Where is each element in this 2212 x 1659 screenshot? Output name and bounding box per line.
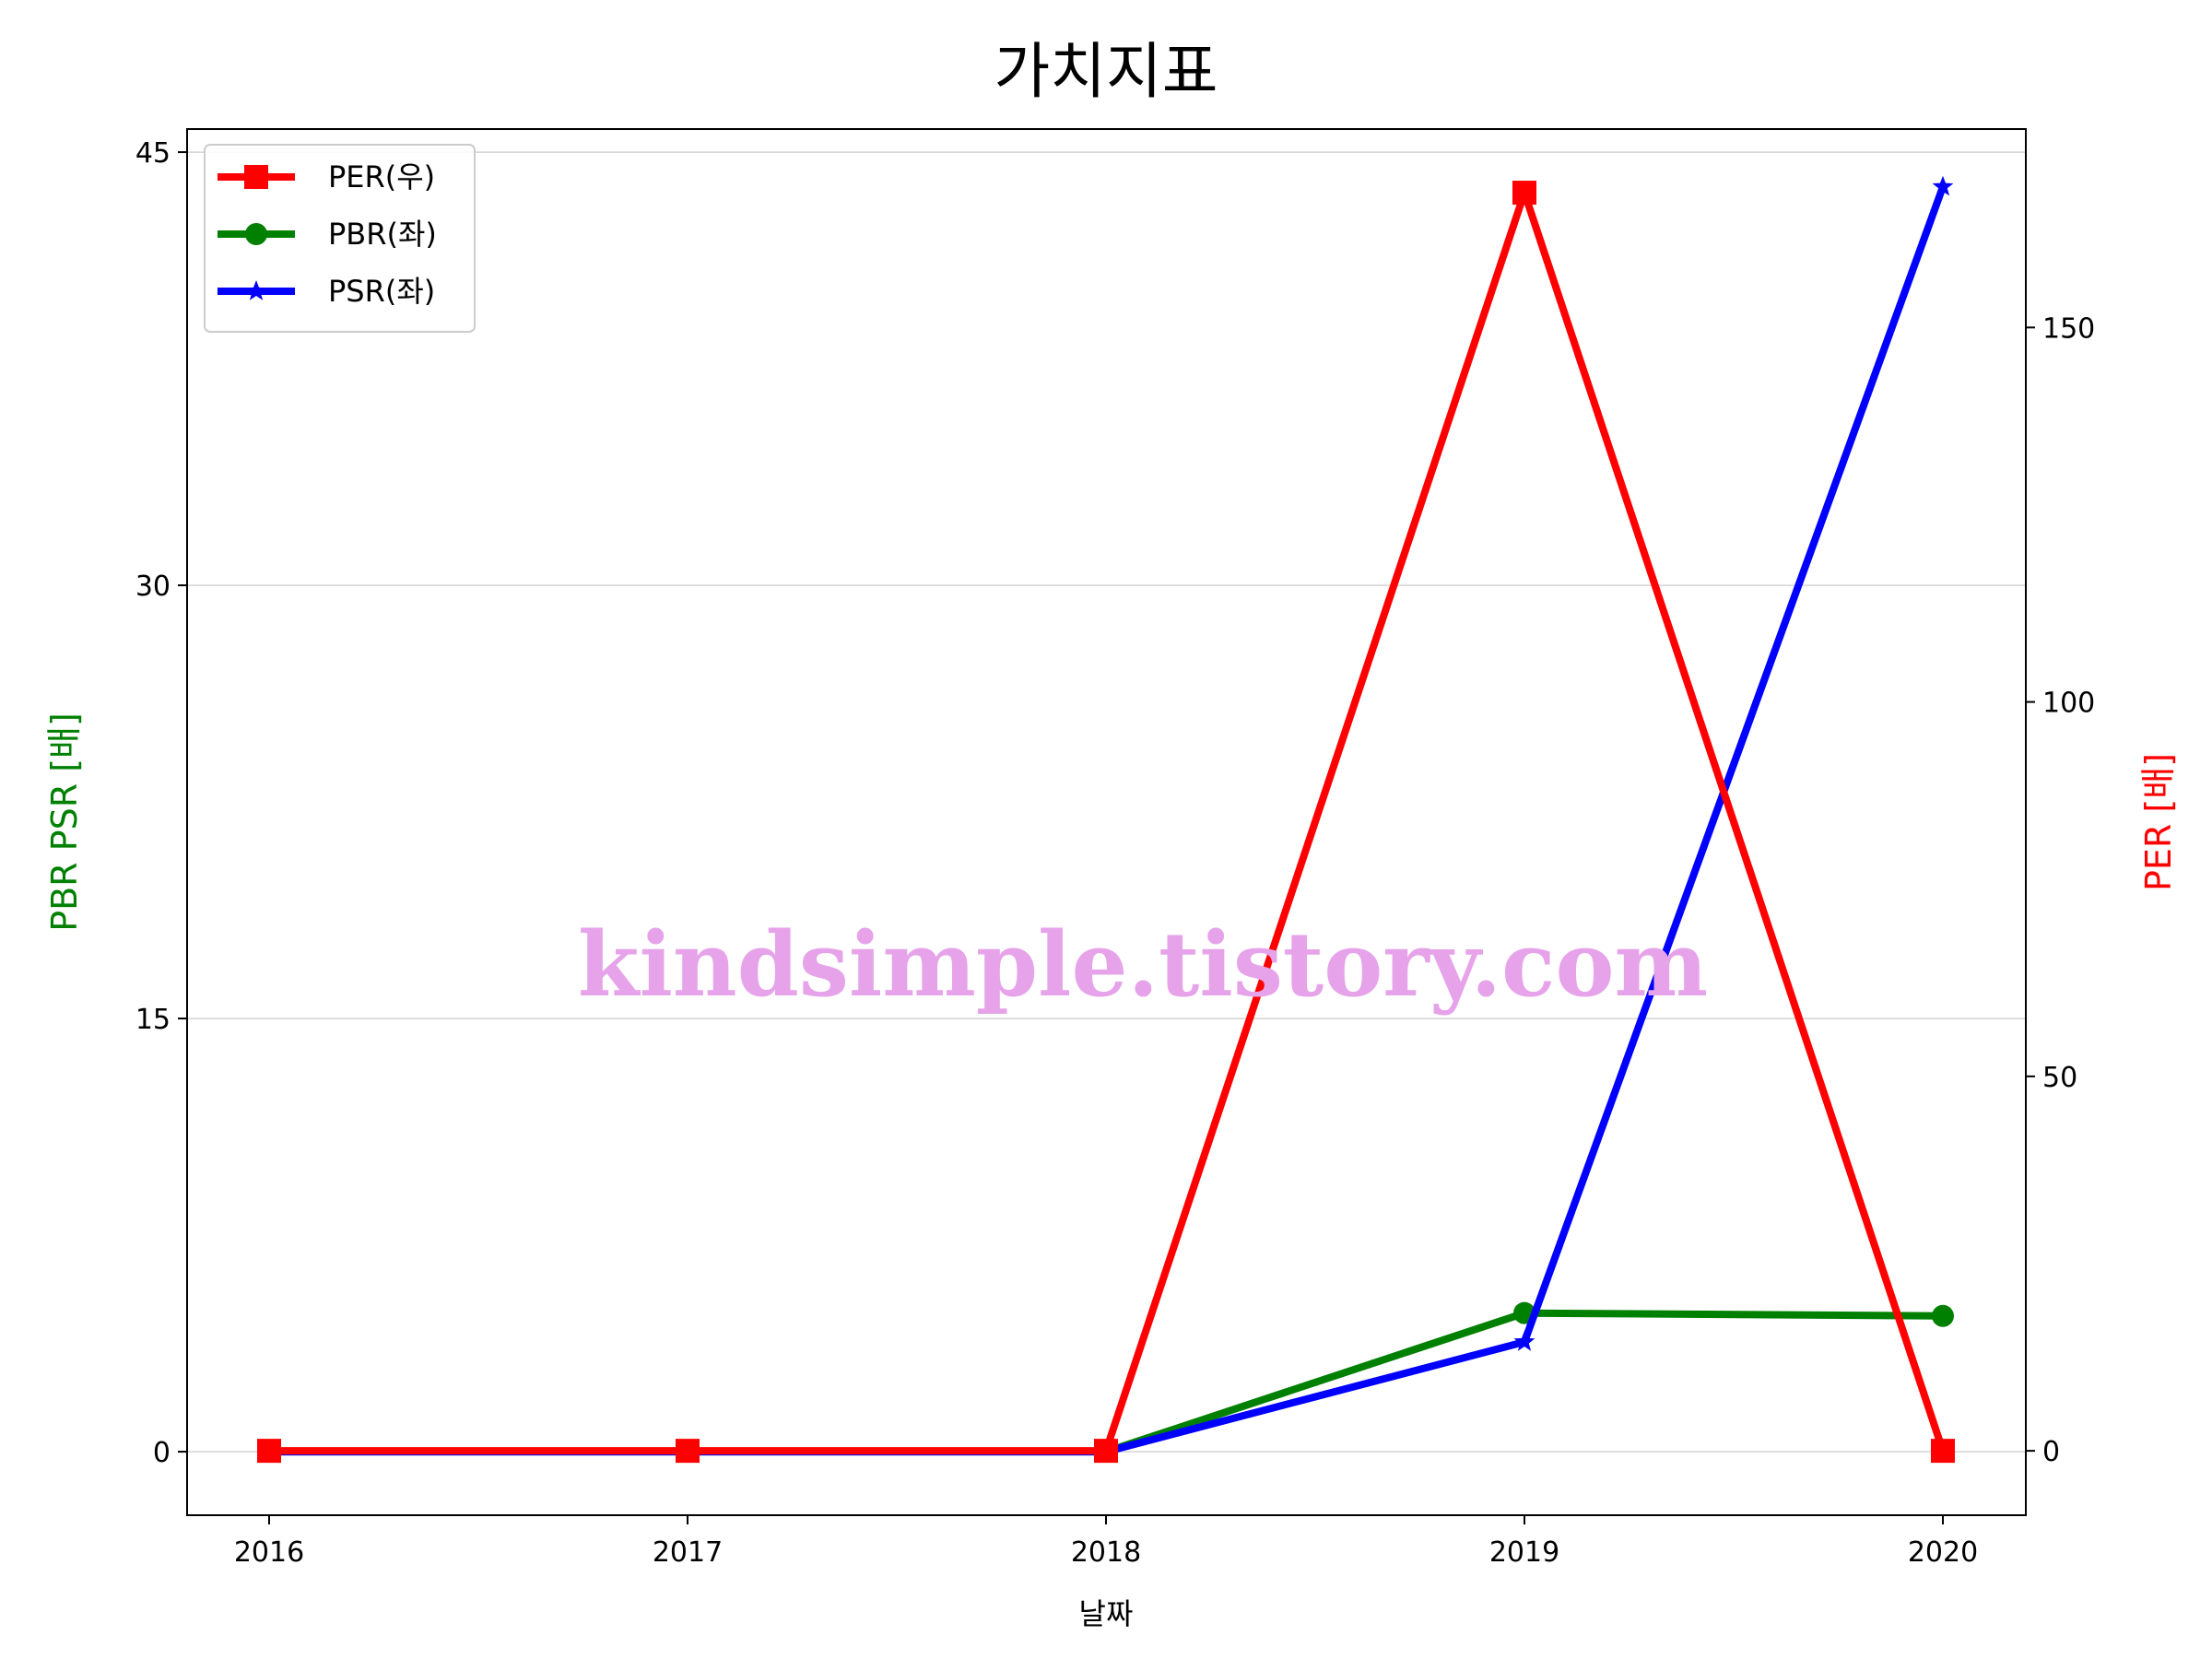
data-point (1094, 1439, 1118, 1464)
data-point (1512, 181, 1536, 206)
x-axis-label: 날짜 (1079, 1596, 1134, 1631)
series-PBR(좌) (258, 1301, 1954, 1464)
right-y-axis-label: PER [배] (2138, 753, 2179, 891)
legend-swatch-marker (245, 280, 267, 300)
legend-swatch-marker (245, 223, 267, 245)
series-PER(우) (257, 181, 1955, 1464)
x-tick-label: 2017 (653, 1536, 723, 1569)
legend: PER(우) PBR(좌) PSR(좌) (204, 144, 476, 333)
series-PSR(좌) (258, 175, 1954, 1461)
x-tick-label: 2016 (234, 1536, 304, 1569)
series-line (269, 1309, 1944, 1456)
data-point (1932, 1304, 1954, 1327)
left-y-tick-label: 30 (135, 571, 171, 603)
right-y-tick-label: 0 (2042, 1436, 2060, 1468)
data-point (1932, 175, 1954, 196)
x-tick-label: 2018 (1071, 1536, 1141, 1569)
series-layer (257, 175, 1955, 1464)
series-line (269, 185, 1947, 1456)
data-point (1931, 1439, 1955, 1464)
legend-item: PER(우) (218, 159, 435, 194)
left-y-tick-label: 45 (135, 137, 171, 170)
gridlines (187, 151, 2026, 1453)
right-y-tick-label: 50 (2042, 1062, 2077, 1094)
left-y-tick-label: 15 (135, 1004, 171, 1036)
legend-label: PBR(좌) (328, 217, 437, 252)
left-y-axis-label: PBR PSR [배] (44, 712, 85, 932)
x-tick-label: 2020 (1908, 1536, 1978, 1569)
data-point (257, 1439, 281, 1464)
right-y-tick-label: 100 (2042, 688, 2095, 720)
x-tick-label: 2019 (1489, 1536, 1559, 1569)
data-point (1513, 1331, 1535, 1351)
legend-item: PBR(좌) (218, 217, 437, 252)
left-y-axis: 0 15 30 45 (135, 137, 187, 1469)
legend-swatch-marker (244, 165, 268, 189)
chart-title: 가치지표 (994, 36, 1218, 107)
plot-frame (186, 128, 2027, 1516)
legend-label: PSR(좌) (328, 274, 435, 309)
legend-box (204, 144, 476, 333)
series-line (269, 189, 1947, 1455)
right-y-tick-label: 150 (2042, 312, 2095, 345)
legend-item: PSR(좌) (218, 274, 435, 309)
left-y-tick-label: 0 (153, 1437, 171, 1469)
right-y-axis: 0 50 100 150 (2026, 312, 2095, 1468)
watermark: kindsimple.tistory.com (578, 912, 1708, 1017)
legend-label: PER(우) (328, 159, 435, 194)
x-axis: 2016 2017 2018 2019 2020 (234, 1515, 1978, 1569)
data-point (676, 1439, 700, 1464)
